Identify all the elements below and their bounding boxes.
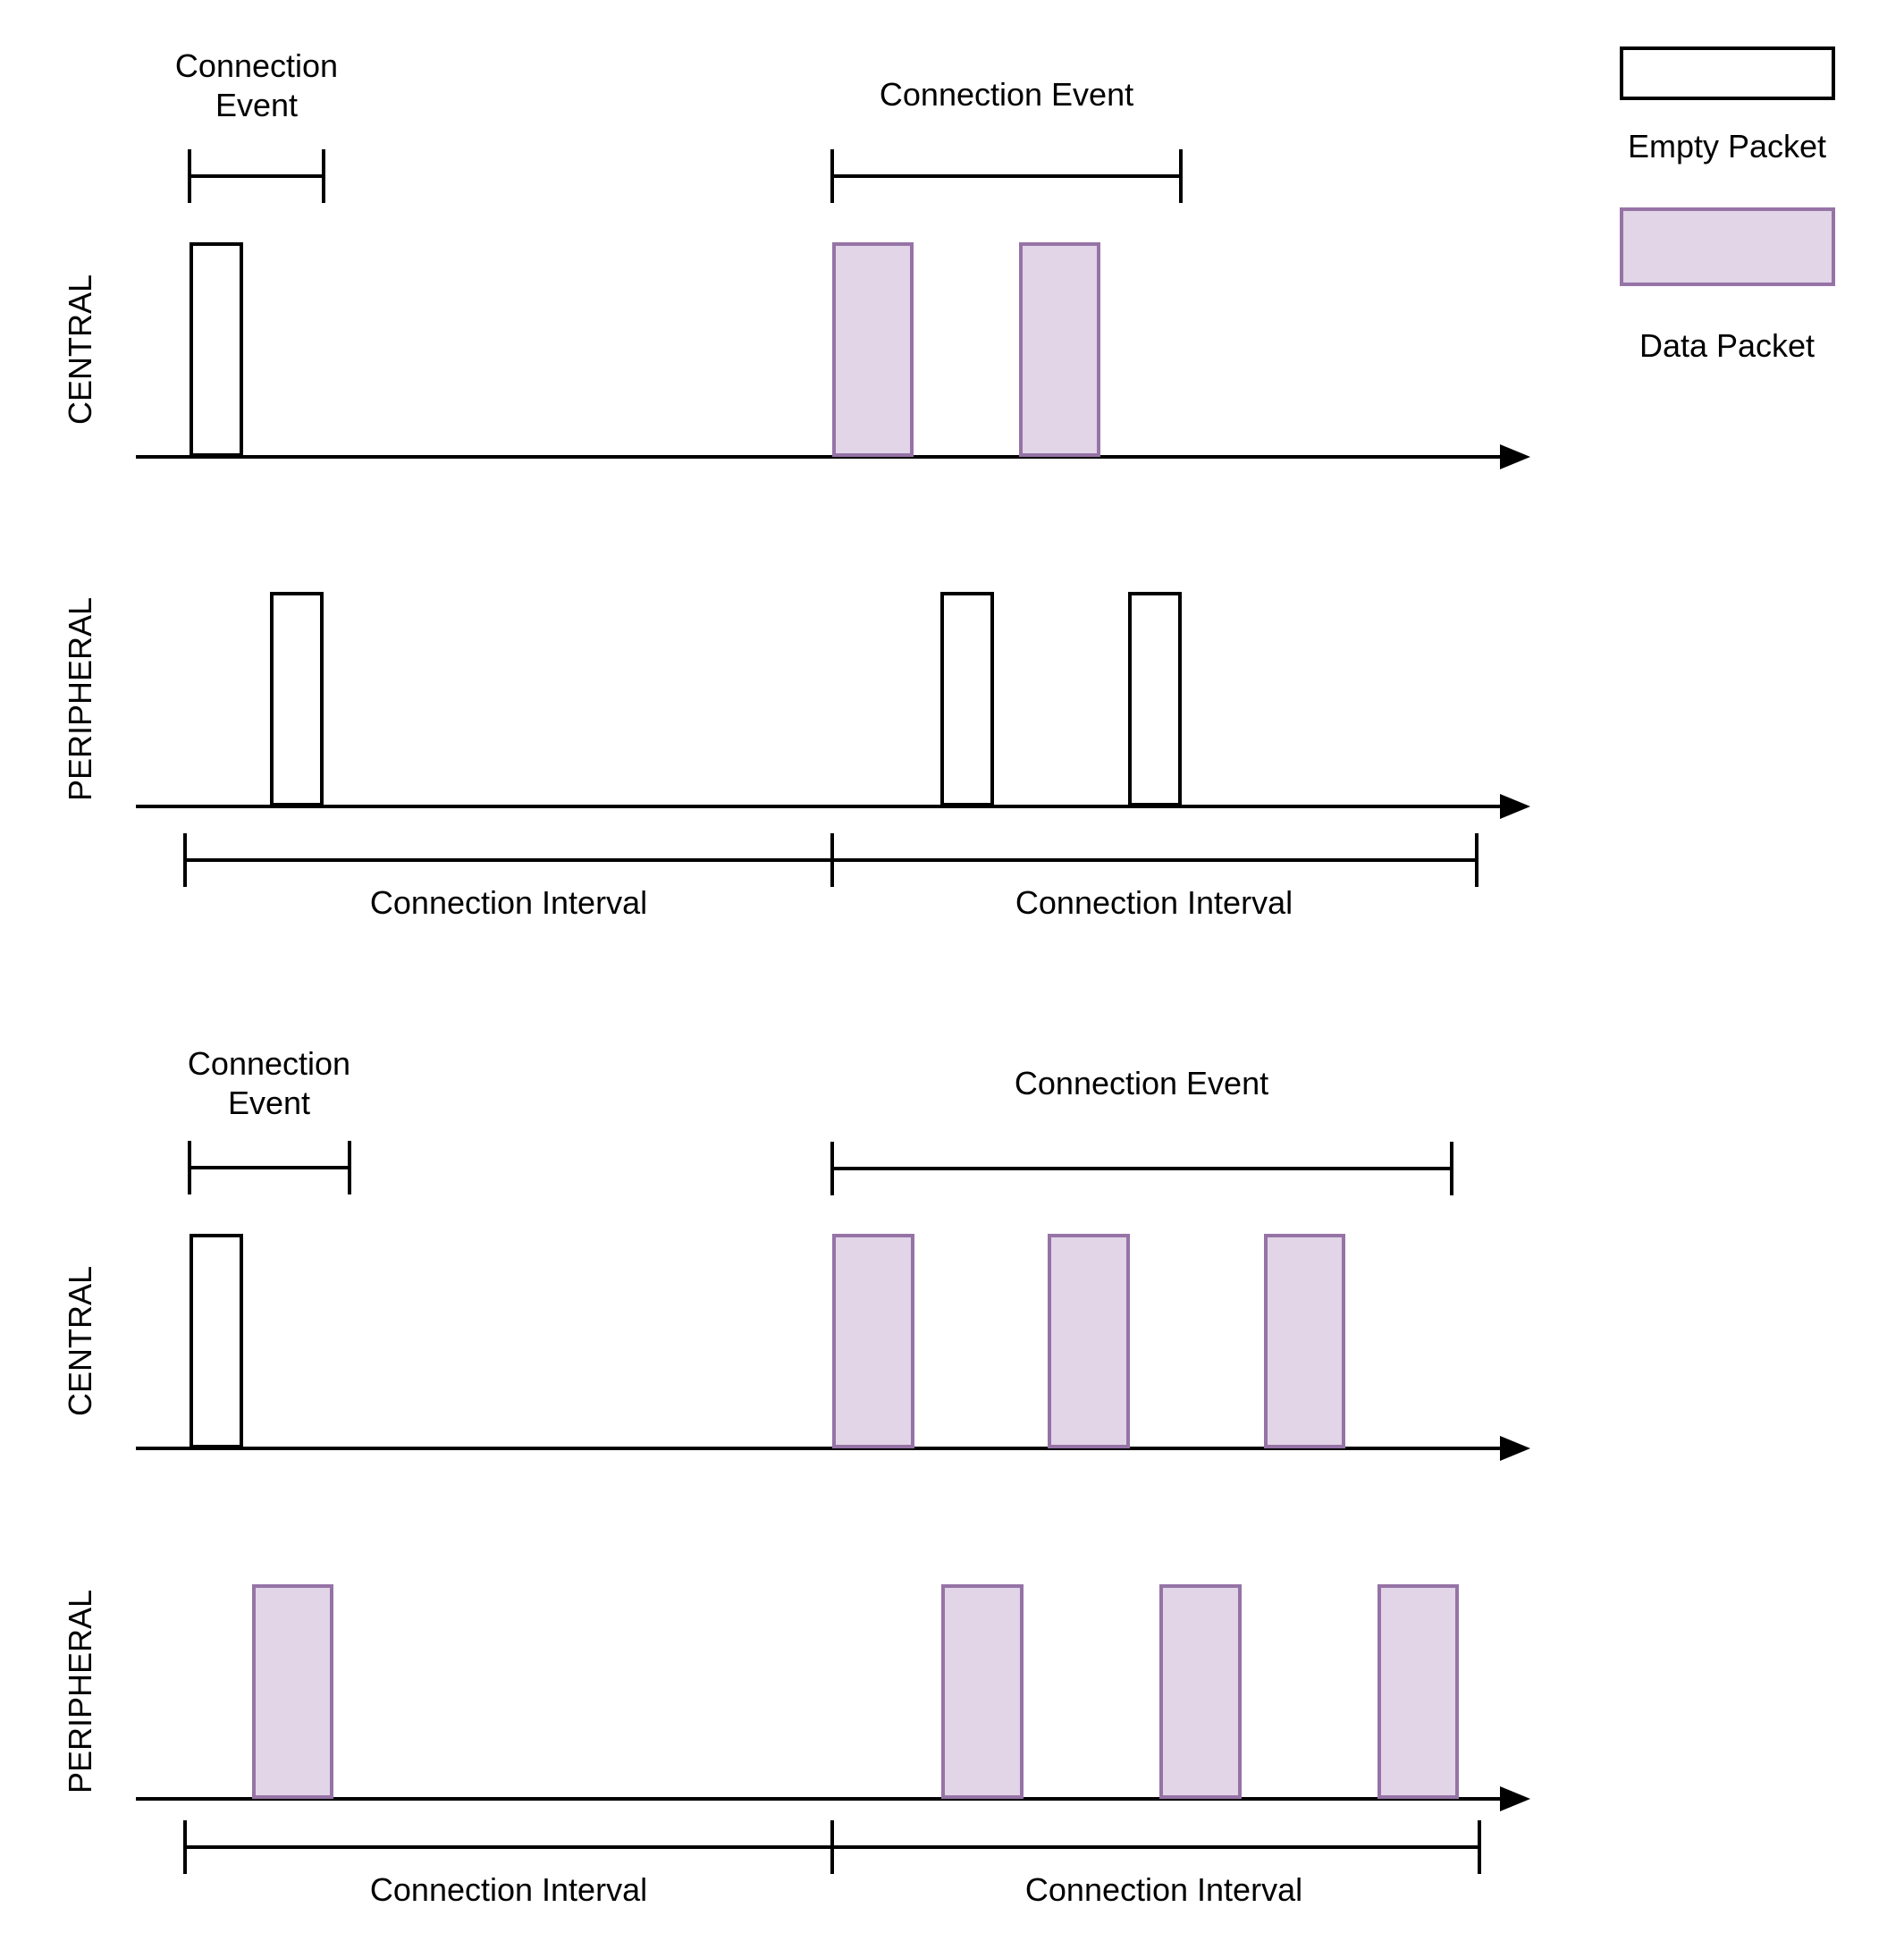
legend-data-packet-swatch — [1620, 207, 1835, 286]
timeline — [136, 1797, 1504, 1801]
connection-event-label-line: Connection Event — [879, 76, 1134, 113]
data-packet — [1019, 242, 1100, 457]
data-packet — [941, 1584, 1024, 1799]
connection-interval-label: Connection Interval — [369, 1871, 648, 1908]
connection-interval-bracket-line — [185, 1845, 832, 1849]
connection-interval-label: Connection Interval — [1015, 884, 1293, 921]
connection-interval-bracket-tick — [830, 833, 834, 887]
timeline-arrowhead — [1500, 794, 1530, 819]
connection-interval-bracket-line — [185, 858, 832, 862]
legend-empty-packet-label: Empty Packet — [1627, 128, 1827, 165]
connection-interval-bracket-tick — [1475, 833, 1479, 887]
connection-event-bracket-tick — [188, 149, 191, 203]
connection-interval-bracket-tick — [183, 1820, 187, 1874]
row-label-central: CENTRAL — [62, 274, 98, 426]
connection-event-bracket-line — [832, 174, 1181, 178]
connection-event-label-line: Connection Event — [1014, 1065, 1269, 1101]
empty-packet — [190, 1234, 243, 1448]
data-packet — [1159, 1584, 1242, 1799]
data-packet — [252, 1584, 333, 1799]
connection-event-bracket-tick — [322, 149, 325, 203]
empty-packet — [1128, 592, 1182, 806]
connection-event-bracket-tick — [830, 149, 834, 203]
empty-packet — [270, 592, 324, 806]
connection-event-bracket-tick — [830, 1142, 834, 1195]
connection-interval-bracket-line — [832, 858, 1477, 862]
empty-packet — [940, 592, 994, 806]
data-packet — [1377, 1584, 1459, 1799]
connection-event-label: Connection Event — [1015, 1064, 1268, 1103]
row-label-central: CENTRAL — [62, 1265, 98, 1417]
connection-event-bracket-line — [832, 1167, 1452, 1170]
connection-interval-bracket-line — [832, 1845, 1479, 1849]
connection-event-label-line: Event — [215, 87, 299, 123]
connection-interval-label: Connection Interval — [1024, 1871, 1303, 1908]
connection-interval-bracket-tick — [183, 833, 187, 887]
connection-event-bracket-tick — [348, 1141, 351, 1194]
timeline — [136, 455, 1504, 459]
data-packet — [1048, 1234, 1130, 1448]
connection-event-label-line: Connection — [187, 1045, 351, 1082]
timeline — [136, 805, 1504, 808]
connection-interval-bracket-tick — [830, 833, 834, 887]
connection-event-bracket-tick — [188, 1141, 191, 1194]
connection-interval-bracket-tick — [830, 1820, 834, 1874]
connection-event-label: Connection Event — [188, 1044, 350, 1123]
data-packet — [832, 1234, 914, 1448]
connection-interval-bracket-tick — [1478, 1820, 1481, 1874]
legend-data-packet-label: Data Packet — [1639, 327, 1816, 364]
timeline-arrowhead — [1500, 1436, 1530, 1461]
connection-event-bracket-line — [190, 1166, 350, 1169]
timeline-arrowhead — [1500, 1786, 1530, 1811]
connection-interval-bracket-tick — [830, 1820, 834, 1874]
row-label-peripheral: PERIPHERAL — [62, 1589, 98, 1794]
timeline — [136, 1447, 1504, 1450]
data-packet — [1264, 1234, 1345, 1448]
connection-event-bracket-tick — [1179, 149, 1183, 203]
data-packet — [832, 242, 914, 457]
connection-event-label: Connection Event — [880, 75, 1133, 114]
legend-empty-packet-swatch — [1620, 46, 1835, 100]
connection-event-label: Connection Event — [175, 46, 338, 125]
connection-event-label-line: Connection — [174, 47, 339, 84]
row-label-peripheral: PERIPHERAL — [62, 596, 98, 802]
timeline-arrowhead — [1500, 444, 1530, 469]
connection-event-bracket-line — [190, 174, 324, 178]
connection-event-label-line: Event — [227, 1084, 311, 1121]
empty-packet — [190, 242, 243, 457]
connection-event-bracket-tick — [1450, 1142, 1453, 1195]
connection-interval-label: Connection Interval — [369, 884, 648, 921]
